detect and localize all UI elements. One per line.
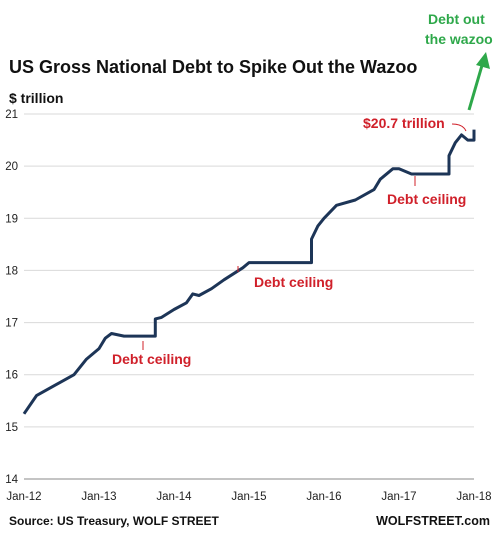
y-tick-label: 21 — [5, 109, 18, 121]
debt-series-line — [22, 129, 476, 415]
y-tick-label: 14 — [5, 474, 18, 486]
y-axis-unit-label: $ trillion — [9, 90, 63, 106]
annotation-debt-ceiling-2015: Debt ceiling — [254, 274, 333, 290]
y-tick-label: 15 — [5, 422, 18, 434]
x-tick-label: Jan-15 — [231, 491, 266, 503]
grid-lines — [24, 113, 474, 428]
source-note: Source: US Treasury, WOLF STREET — [9, 514, 219, 528]
x-tick-label: Jan-14 — [156, 491, 192, 503]
x-tick-label: Jan-18 — [456, 491, 491, 503]
wazoo-arrow-shaft — [467, 61, 485, 111]
x-tick-label: Jan-16 — [306, 491, 341, 503]
x-tick-label: Jan-12 — [6, 491, 41, 503]
annotation-debt-out-line-1: Debt out — [428, 11, 485, 27]
brand-label: WOLFSTREET.com — [376, 514, 490, 528]
y-tick-label: 20 — [5, 161, 18, 173]
y-tick-labels: 14 15 16 17 18 19 20 21 — [5, 109, 18, 486]
annotation-20-7-trillion: $20.7 trillion — [363, 115, 445, 131]
x-tick-label: Jan-17 — [381, 491, 416, 503]
y-tick-label: 19 — [5, 213, 18, 225]
y-tick-label: 16 — [5, 370, 18, 382]
annotation-debt-ceiling-2017: Debt ceiling — [387, 191, 466, 207]
y-tick-label: 17 — [5, 318, 18, 330]
annotation-debt-ceiling-2013: Debt ceiling — [112, 351, 191, 367]
series-layer — [22, 129, 476, 415]
x-tick-label: Jan-13 — [81, 491, 116, 503]
leader-line-20-7-trillion — [451, 123, 467, 132]
y-tick-label: 18 — [5, 265, 18, 277]
annotation-debt-out-line-2: the wazoo — [425, 31, 493, 47]
wazoo-arrow-head — [476, 52, 490, 69]
chart-title: US Gross National Debt to Spike Out the … — [9, 57, 417, 77]
x-tick-labels: Jan-12 Jan-13 Jan-14 Jan-15 Jan-16 Jan-17 Jan-… — [6, 491, 491, 503]
